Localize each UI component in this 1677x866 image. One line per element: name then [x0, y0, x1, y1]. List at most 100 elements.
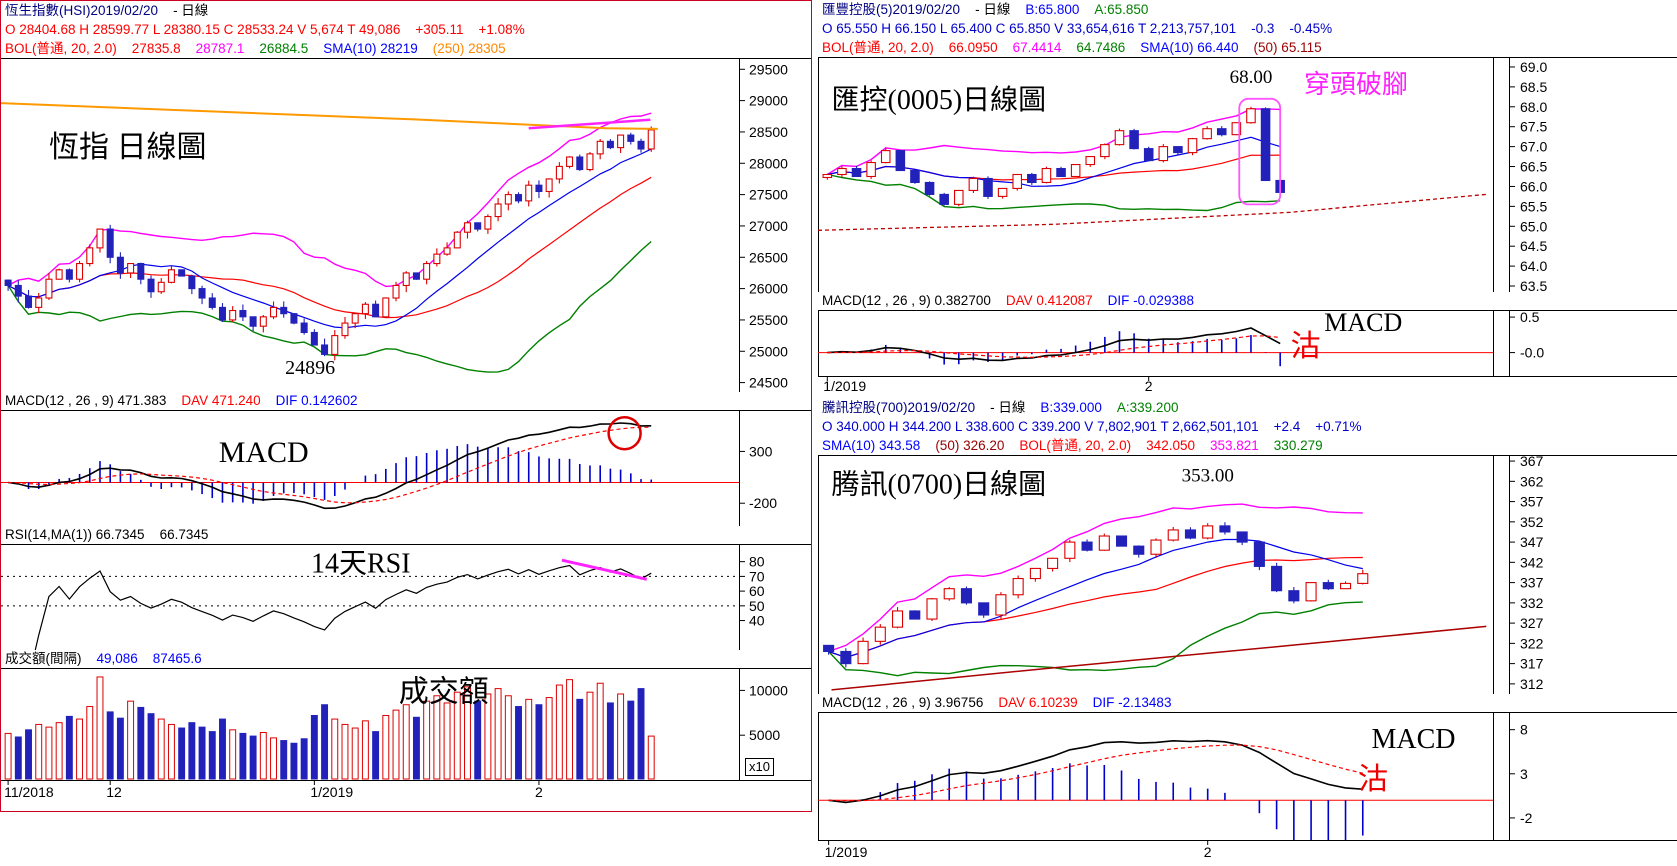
header-segment: DIF -2.13483 [1092, 695, 1172, 710]
header-segment: O 340.000 H 344.200 L 338.600 C 339.200 … [822, 419, 1259, 434]
header-segment: +0.71% [1315, 419, 1362, 434]
header-segment: 330.279 [1273, 438, 1323, 453]
hsi-ohlc-row: O 28404.68 H 28599.77 L 28380.15 C 28533… [1, 20, 811, 39]
header-segment: +1.08% [478, 22, 525, 37]
tencent-price-chart[interactable]: 367 362 357 352 347 342 337 332 327 322 317 312 腾訊(0… [818, 455, 1677, 694]
svg-text:65.5: 65.5 [1520, 198, 1547, 214]
hsbc-panel: 匯豐控股(5)2019/02/20 - 日線 B:65.800 A:65.850 O … [818, 0, 1677, 394]
svg-text:40: 40 [749, 613, 765, 629]
hsi-macd-header: MACD(12 , 26 , 9) 471.383 DAV 471.240 DIF … [1, 392, 811, 410]
svg-text:2: 2 [1145, 378, 1153, 394]
header-segment: A:65.850 [1094, 2, 1149, 17]
svg-text:312: 312 [1520, 676, 1544, 692]
svg-text:2: 2 [1204, 844, 1212, 860]
header-segment: -0.45% [1289, 21, 1333, 36]
hsi-x-axis: 11/2018 12 1/2019 2 [1, 780, 811, 800]
svg-text:-200: -200 [749, 495, 777, 511]
header-segment: O 28404.68 H 28599.77 L 28380.15 C 28533… [5, 22, 401, 37]
hsi-rsi-header: RSI(14,MA(1)) 66.7345 66.7345 [1, 526, 811, 544]
header-segment: DIF 0.142602 [275, 393, 358, 408]
hsi-volume-chart[interactable]: 10000 5000 成交額 [1, 668, 811, 780]
svg-text:63.5: 63.5 [1520, 278, 1547, 292]
header-segment: DAV 6.10239 [998, 695, 1078, 710]
svg-text:匯控(0005)日線圖: 匯控(0005)日線圖 [832, 84, 1047, 116]
header-segment: B:339.000 [1040, 400, 1102, 415]
svg-text:MACD: MACD [219, 436, 309, 469]
svg-text:25000: 25000 [749, 343, 788, 359]
svg-text:50: 50 [749, 598, 765, 614]
svg-text:352: 352 [1520, 514, 1544, 530]
header-segment: 26884.5 [259, 41, 309, 56]
header-segment: MACD(12 , 26 , 9) 0.382700 [822, 293, 991, 308]
hsi-price-chart[interactable]: 29500 29000 28500 28000 27500 27000 26500 26000… [1, 58, 811, 392]
svg-text:353.00: 353.00 [1182, 465, 1234, 486]
header-segment: BOL(普通, 20, 2.0) [1019, 438, 1132, 453]
svg-text:14天RSI: 14天RSI [311, 549, 411, 580]
header-segment: 恆生指數(HSI)2019/02/20 [5, 3, 159, 18]
svg-text:26000: 26000 [749, 281, 788, 297]
header-segment: +2.4 [1273, 419, 1301, 434]
svg-text:65.0: 65.0 [1520, 218, 1547, 234]
header-segment: (50) 326.20 [935, 438, 1005, 453]
tencent-macd-chart[interactable]: 8 3 -2 MACD 沽 [818, 712, 1677, 840]
svg-text:24500: 24500 [749, 375, 788, 391]
svg-text:367: 367 [1520, 455, 1544, 469]
svg-text:-0.0: -0.0 [1520, 345, 1544, 361]
hsi-macd-chart[interactable]: 300 -200 MACD [1, 410, 811, 526]
header-segment: 87465.6 [152, 651, 202, 666]
header-segment: - 日線 [975, 2, 1011, 17]
hsbc-price-chart[interactable]: 69.0 68.5 68.0 67.5 67.0 66.5 66.0 65.5 65.0 64.5… [818, 57, 1677, 292]
svg-text:3: 3 [1520, 766, 1528, 782]
svg-text:317: 317 [1520, 656, 1544, 672]
svg-text:60: 60 [749, 583, 765, 599]
svg-text:332: 332 [1520, 595, 1544, 611]
header-segment: BOL(普通, 20, 2.0) [822, 40, 934, 55]
svg-text:64.5: 64.5 [1520, 238, 1547, 254]
header-segment: BOL(普通, 20, 2.0) [5, 41, 117, 56]
svg-text:0.5: 0.5 [1520, 310, 1540, 325]
header-segment: RSI(14,MA(1)) 66.7345 [5, 527, 145, 542]
header-segment: 27835.8 [131, 41, 181, 56]
header-segment: SMA(10) 343.58 [822, 438, 921, 453]
header-segment: 64.7486 [1076, 40, 1126, 55]
header-segment: SMA(10) 66.440 [1140, 40, 1239, 55]
header-segment: 67.4414 [1012, 40, 1062, 55]
svg-text:恆指 日線圖: 恆指 日線圖 [49, 131, 207, 164]
svg-text:347: 347 [1520, 534, 1544, 550]
svg-text:26500: 26500 [749, 249, 788, 265]
svg-text:-2: -2 [1520, 810, 1533, 826]
svg-text:66.0: 66.0 [1520, 178, 1547, 194]
tencent-panel: 騰訊控股(700)2019/02/20 - 日線 B:339.000 A:339.20… [818, 398, 1677, 860]
header-segment: - 日線 [990, 400, 1026, 415]
header-segment: 49,086 [96, 651, 138, 666]
svg-text:28500: 28500 [749, 124, 788, 140]
header-segment: 騰訊控股(700)2019/02/20 [822, 400, 976, 415]
header-segment: DAV 0.412087 [1005, 293, 1093, 308]
header-segment: SMA(10) 28219 [323, 41, 418, 56]
header-segment: O 65.550 H 66.150 L 65.400 C 65.850 V 33… [822, 21, 1237, 36]
svg-text:68.00: 68.00 [1230, 67, 1273, 88]
header-segment: DAV 471.240 [181, 393, 261, 408]
header-segment: -0.3 [1251, 21, 1275, 36]
svg-text:300: 300 [749, 443, 773, 459]
svg-text:5000: 5000 [749, 727, 780, 743]
svg-text:67.0: 67.0 [1520, 139, 1547, 155]
svg-text:342: 342 [1520, 554, 1544, 570]
volume-unit-box: x10 [745, 758, 774, 776]
tencent-indicator-row: SMA(10) 343.58 (50) 326.20 BOL(普通, 20, 2.0… [818, 436, 1677, 455]
tencent-ohlc-row: O 340.000 H 344.200 L 338.600 C 339.200 … [818, 417, 1677, 436]
header-segment: 66.7345 [159, 527, 209, 542]
svg-text:成交額: 成交額 [399, 676, 489, 709]
svg-text:沽: 沽 [1358, 763, 1388, 796]
svg-text:腾訊(0700)日線圖: 腾訊(0700)日線圖 [832, 468, 1047, 500]
header-segment: DIF -0.029388 [1107, 293, 1194, 308]
svg-text:MACD: MACD [1372, 724, 1456, 755]
hsbc-macd-header: MACD(12 , 26 , 9) 0.382700 DAV 0.412087 DI… [818, 292, 1677, 310]
svg-text:1/2019: 1/2019 [823, 378, 866, 394]
header-segment: 353.821 [1209, 438, 1259, 453]
svg-text:25500: 25500 [749, 312, 788, 328]
svg-text:11/2018: 11/2018 [4, 784, 54, 800]
svg-text:10000: 10000 [749, 682, 788, 698]
